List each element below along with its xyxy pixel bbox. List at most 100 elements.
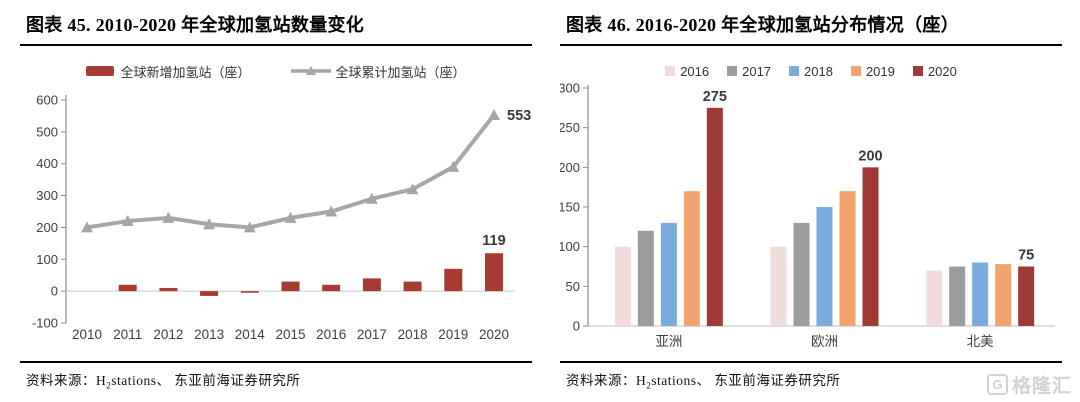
svg-text:0: 0 <box>573 319 580 334</box>
legend-bar-swatch <box>86 66 115 76</box>
triangle-marker <box>121 215 134 227</box>
triangle-marker <box>488 108 500 120</box>
bar <box>770 246 787 326</box>
region-bar-groups <box>614 107 1035 326</box>
legend-label: 2019 <box>865 63 895 79</box>
legend-item: 2020 <box>912 63 957 79</box>
bar <box>995 264 1012 326</box>
legend-label: 2020 <box>927 63 957 79</box>
svg-text:2020: 2020 <box>479 327 509 342</box>
bar <box>862 167 879 326</box>
svg-text:亚洲: 亚洲 <box>655 334 682 349</box>
svg-text:600: 600 <box>36 93 58 108</box>
bar <box>240 291 259 293</box>
gelonghui-logo-icon: G <box>986 374 1008 395</box>
y-axis: 0 50 100 150 200 250 300 <box>558 81 589 334</box>
gelonghui-watermark: G 格隆汇 <box>986 371 1072 398</box>
svg-text:100: 100 <box>36 252 58 267</box>
source-text-prefix: 资料来源：H <box>26 373 107 388</box>
legend-item: 2017 <box>727 64 771 79</box>
bar <box>637 230 654 326</box>
legend-item: 全球新增加氢站（座） <box>86 62 251 81</box>
svg-text:2014: 2014 <box>235 327 266 342</box>
source-text-suffix: stations、 东亚前海证券研究所 <box>111 373 301 388</box>
figure-45-title: 图表 45. 2010-2020 年全球加氢站数量变化 <box>20 8 532 46</box>
bar <box>403 281 422 292</box>
legend-square-swatch <box>727 66 738 76</box>
svg-text:2012: 2012 <box>153 327 183 342</box>
svg-text:500: 500 <box>36 124 58 139</box>
bar <box>362 278 381 292</box>
legend-square-swatch <box>912 66 923 76</box>
figure-46-title: 图表 46. 2016-2020 年全球加氢站分布情况（座） <box>560 8 1062 46</box>
svg-text:-100: -100 <box>32 316 58 331</box>
data-label: 75 <box>1018 248 1034 264</box>
legend-label: 2016 <box>680 63 710 79</box>
data-label: 553 <box>507 108 531 124</box>
triangle-marker <box>243 221 256 233</box>
figure-45-source: 资料来源：H2stations、 东亚前海证券研究所 <box>20 361 532 391</box>
triangle-marker <box>162 211 175 223</box>
svg-text:2019: 2019 <box>438 327 468 342</box>
legend-label: 全球新增加氢站（座） <box>120 64 251 80</box>
figure-45-legend: 全球新增加氢站（座） 全球累计加氢站（座） <box>20 60 532 82</box>
bar <box>485 253 503 292</box>
bar <box>660 222 677 326</box>
triangle-marker <box>81 221 93 233</box>
legend-square-swatch <box>789 66 800 76</box>
bar <box>683 191 700 326</box>
bar <box>949 266 966 326</box>
bar <box>972 262 989 326</box>
svg-text:100: 100 <box>560 239 580 254</box>
cumulative-line <box>81 108 500 233</box>
bar <box>839 191 856 326</box>
bar <box>200 291 219 296</box>
figure-46-panel: 图表 46. 2016-2020 年全球加氢站分布情况（座） 2016 2017 2… <box>558 8 1062 391</box>
legend-square-swatch <box>665 66 676 76</box>
triangle-marker <box>325 205 338 217</box>
svg-text:2017: 2017 <box>357 327 387 342</box>
figure-46-source: 资料来源：H2stations、 东亚前海证券研究所 <box>560 361 1062 391</box>
data-label: 275 <box>703 89 727 105</box>
figure-46-chart-zone: 2016 2017 2018 2019 2020 0 50 100 150 200 250 300 亚… <box>558 46 1062 361</box>
legend-item: 2016 <box>665 64 709 79</box>
legend-item: 2019 <box>850 63 895 79</box>
svg-text:200: 200 <box>36 220 58 235</box>
svg-text:200: 200 <box>560 160 580 175</box>
legend-line-swatch <box>290 66 331 75</box>
legend-label: 2018 <box>804 63 833 79</box>
svg-text:300: 300 <box>36 188 58 203</box>
source-text-prefix: 资料来源：H <box>566 373 647 388</box>
svg-text:0: 0 <box>51 284 58 299</box>
svg-text:2013: 2013 <box>194 327 224 342</box>
new-stations-bars <box>118 253 503 296</box>
triangle-marker <box>406 183 419 195</box>
svg-text:2015: 2015 <box>275 327 305 342</box>
bar <box>816 207 833 326</box>
source-text-suffix: stations、 东亚前海证券研究所 <box>651 373 841 388</box>
triangle-marker <box>447 160 460 172</box>
svg-text:50: 50 <box>566 279 580 294</box>
triangle-marker <box>203 218 216 230</box>
svg-text:150: 150 <box>560 200 580 215</box>
y-axis: -100 0 100 200 300 400 500 600 <box>32 93 67 331</box>
svg-text:2018: 2018 <box>398 327 428 342</box>
svg-text:2010: 2010 <box>72 327 102 342</box>
data-label: 119 <box>482 233 505 249</box>
bar <box>444 268 463 292</box>
legend-label: 2017 <box>742 63 772 79</box>
legend-label: 全球累计加氢站（座） <box>335 64 466 80</box>
bar <box>793 222 810 326</box>
bar <box>281 281 300 292</box>
svg-text:2011: 2011 <box>113 327 142 342</box>
bar <box>159 287 178 292</box>
legend-item: 2018 <box>789 64 833 79</box>
figure-46-legend: 2016 2017 2018 2019 2020 <box>560 60 1062 82</box>
svg-text:北美: 北美 <box>967 334 994 349</box>
bar <box>118 284 137 292</box>
svg-text:250: 250 <box>560 120 580 135</box>
bar <box>322 284 341 292</box>
bar <box>706 107 723 326</box>
bar <box>1018 266 1035 326</box>
